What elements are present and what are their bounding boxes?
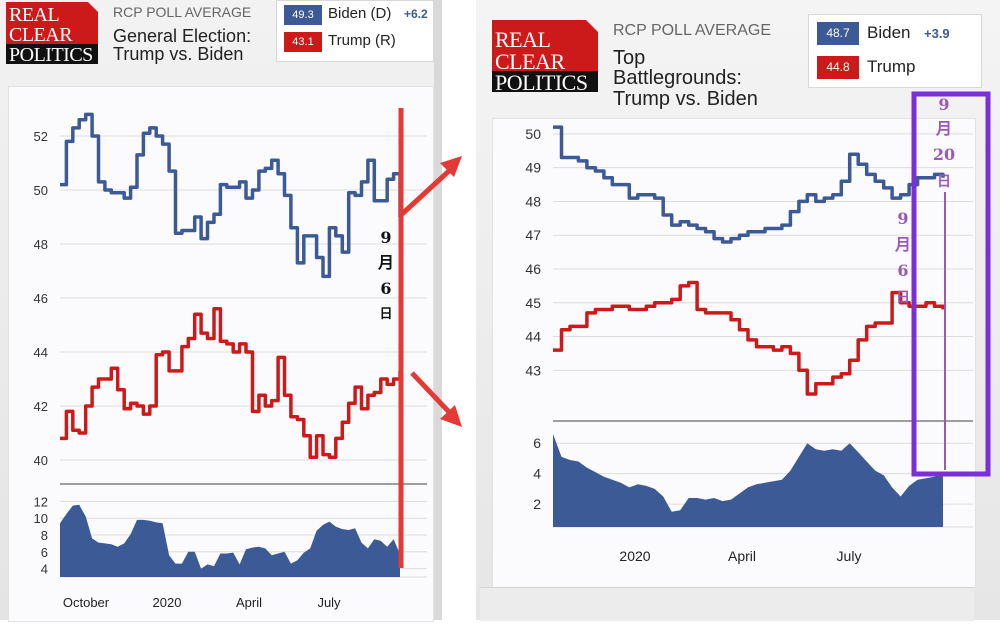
panel-divider [434, 0, 442, 620]
y-tick-label: 52 [34, 129, 48, 144]
spread-y-tick-label: 8 [41, 528, 48, 543]
y-tick-label: 43 [525, 362, 541, 378]
logo-line1: REAL [495, 29, 550, 51]
panel-footer [480, 587, 974, 621]
title-line-3: Trump vs. Biden [613, 89, 758, 109]
x-tick-label: 2020 [619, 548, 650, 564]
biden-label: Biden [867, 23, 910, 43]
arrow-down-head [440, 405, 462, 427]
left-panel: REAL CLEAR POLITICS RCP POLL AVERAGE Gen… [0, 0, 440, 620]
chart-title: General Election: Trump vs. Biden [113, 27, 251, 64]
series-line-biden-d- [60, 114, 400, 276]
title-line-1: General Election: [113, 27, 251, 45]
x-tick-label: April [236, 595, 262, 610]
series-line-trump-r- [60, 309, 400, 458]
kicker: RCP POLL AVERAGE [613, 22, 771, 40]
title-line-2: Battlegrounds: [613, 68, 758, 88]
legend: 49.3 Biden (D) +6.2 43.1 Trump (R) [276, 0, 434, 62]
kicker: RCP POLL AVERAGE [113, 4, 251, 20]
arrow-up-head [440, 156, 462, 177]
logo-fold [586, 20, 598, 32]
y-tick-label: 47 [525, 227, 541, 243]
y-tick-label: 44 [525, 329, 541, 345]
logo-line1: REAL [9, 5, 59, 25]
trump-value-badge: 43.1 [284, 32, 322, 52]
biden-spread: +3.9 [924, 26, 950, 41]
logo-line2: CLEAR [9, 25, 72, 45]
spread-y-tick-label: 4 [41, 562, 48, 577]
trump-label: Trump [867, 57, 916, 77]
y-tick-label: 40 [34, 453, 48, 468]
spread-y-tick-label: 12 [34, 494, 48, 509]
logo-line3: POLITICS [9, 45, 93, 64]
y-tick-label: 48 [34, 237, 48, 252]
logo-line3: POLITICS [495, 72, 588, 92]
trump-value-badge: 44.8 [817, 56, 859, 79]
y-tick-label: 50 [525, 126, 541, 142]
series-line-biden [553, 127, 943, 242]
x-tick-label: July [317, 595, 341, 610]
spread-y-tick-label: 6 [533, 435, 541, 451]
biden-label: Biden (D) [328, 5, 391, 22]
right-panel: REAL CLEAR POLITICS RCP POLL AVERAGE Top… [476, 0, 1000, 620]
x-tick-label: July [837, 548, 862, 564]
x-tick-label: 2020 [153, 595, 182, 610]
y-tick-label: 45 [525, 295, 541, 311]
x-tick-label: October [63, 595, 110, 610]
y-tick-label: 46 [34, 291, 48, 306]
title-line-2: Trump vs. Biden [113, 45, 251, 63]
spread-y-tick-label: 2 [533, 496, 541, 512]
y-tick-label: 49 [525, 160, 541, 176]
spread-y-tick-label: 10 [34, 511, 48, 526]
rcp-logo: REAL CLEAR POLITICS [6, 2, 98, 64]
y-tick-label: 42 [34, 399, 48, 414]
spread-area [553, 434, 943, 527]
spread-y-tick-label: 6 [41, 545, 48, 560]
biden-value-badge: 49.3 [284, 5, 322, 25]
spread-y-tick-label: 4 [533, 466, 541, 482]
spread-area [60, 505, 400, 577]
y-tick-label: 48 [525, 193, 541, 209]
y-tick-label: 50 [34, 183, 48, 198]
biden-spread: +6.2 [404, 7, 428, 21]
trump-label: Trump (R) [328, 32, 396, 49]
series-line-trump [553, 283, 943, 395]
biden-value-badge: 48.7 [817, 22, 859, 45]
y-tick-label: 46 [525, 261, 541, 277]
y-tick-label: 44 [34, 345, 48, 360]
chart-title: Top Battlegrounds: Trump vs. Biden [613, 48, 758, 109]
rcp-logo: REAL CLEAR POLITICS [492, 20, 598, 92]
x-tick-label: April [728, 548, 756, 564]
title-line-1: Top [613, 48, 758, 68]
legend: 48.7 Biden +3.9 44.8 Trump [808, 14, 982, 88]
logo-fold [88, 2, 98, 12]
